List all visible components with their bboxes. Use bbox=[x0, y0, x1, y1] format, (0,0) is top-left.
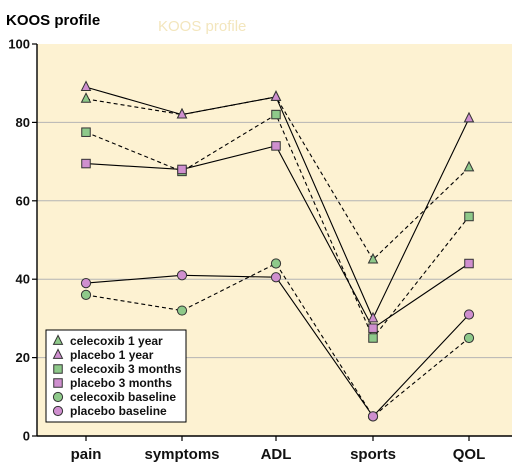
legend-label-celecoxib-3-months: celecoxib 3 months bbox=[70, 362, 182, 376]
series-line-celecoxib-baseline bbox=[85, 262, 470, 418]
point-placebo-3-months-adl bbox=[271, 141, 281, 151]
point-placebo-1-year-sports bbox=[367, 311, 379, 323]
data-markers bbox=[80, 80, 475, 422]
legend-marker-placebo-baseline bbox=[52, 405, 64, 417]
legend-marker-celecoxib-3-months bbox=[53, 364, 63, 374]
legend-marker-celecoxib-baseline bbox=[52, 391, 64, 403]
y-tick-label-60: 60 bbox=[16, 193, 30, 208]
legend-label-placebo-baseline: placebo baseline bbox=[70, 404, 167, 418]
x-tick-label-adl: ADL bbox=[261, 446, 292, 462]
chart-title-watermark: KOOS profile bbox=[158, 18, 246, 35]
legend-label-celecoxib-1-year: celecoxib 1 year bbox=[70, 334, 163, 348]
legend-marker-placebo-1-year bbox=[52, 348, 64, 359]
point-placebo-3-months-symptoms bbox=[177, 164, 187, 175]
point-celecoxib-3-months-sports bbox=[368, 333, 378, 343]
point-placebo-baseline-qol bbox=[463, 309, 475, 320]
x-tick-label-pain: pain bbox=[71, 446, 102, 462]
point-placebo-1-year-adl bbox=[270, 90, 282, 101]
point-placebo-baseline-pain bbox=[80, 278, 92, 289]
point-celecoxib-3-months-qol bbox=[464, 211, 474, 222]
point-celecoxib-baseline-symptoms bbox=[176, 305, 188, 316]
x-tick-label-qol: QOL bbox=[453, 446, 486, 462]
point-celecoxib-baseline-pain bbox=[80, 289, 92, 300]
legend-marker-placebo-3-months bbox=[53, 378, 63, 388]
legend-label-placebo-3-months: placebo 3 months bbox=[70, 376, 172, 390]
point-placebo-3-months-pain bbox=[81, 158, 91, 169]
point-celecoxib-1-year-qol bbox=[463, 160, 475, 172]
point-placebo-baseline-sports bbox=[367, 411, 379, 422]
legend-label-celecoxib-baseline: celecoxib baseline bbox=[70, 390, 176, 404]
y-tick-label-40: 40 bbox=[16, 272, 30, 287]
point-celecoxib-baseline-adl bbox=[270, 258, 282, 269]
legend-box bbox=[45, 329, 187, 423]
legend-label-placebo-1-year: placebo 1 year bbox=[70, 348, 154, 362]
chart-title: KOOS profile bbox=[6, 12, 100, 29]
y-tick-label-100: 100 bbox=[8, 37, 30, 52]
y-tick-label-20: 20 bbox=[16, 350, 30, 365]
point-placebo-baseline-adl bbox=[270, 272, 282, 283]
x-tick-label-sports: sports bbox=[350, 446, 396, 462]
point-celecoxib-1-year-pain bbox=[80, 92, 92, 103]
point-celecoxib-1-year-sports bbox=[367, 252, 379, 264]
y-tick-label-0: 0 bbox=[23, 429, 30, 444]
point-placebo-3-months-sports bbox=[368, 323, 378, 333]
y-tick-label-80: 80 bbox=[16, 115, 30, 130]
point-placebo-1-year-qol bbox=[463, 111, 475, 123]
point-placebo-3-months-qol bbox=[464, 258, 474, 269]
x-tick-label-symptoms: symptoms bbox=[144, 446, 219, 462]
axes: 0 20 40 60 80 100 pain symptoms ADL sports QOL bbox=[8, 37, 512, 462]
point-celecoxib-3-months-adl bbox=[271, 109, 281, 120]
point-placebo-1-year-symptoms bbox=[176, 107, 188, 119]
legend-marker-celecoxib-1-year bbox=[52, 334, 64, 345]
point-placebo-1-year-pain bbox=[80, 80, 92, 92]
point-placebo-baseline-symptoms bbox=[176, 270, 188, 281]
point-celecoxib-3-months-pain bbox=[81, 127, 91, 137]
point-celecoxib-baseline-qol bbox=[463, 332, 475, 344]
